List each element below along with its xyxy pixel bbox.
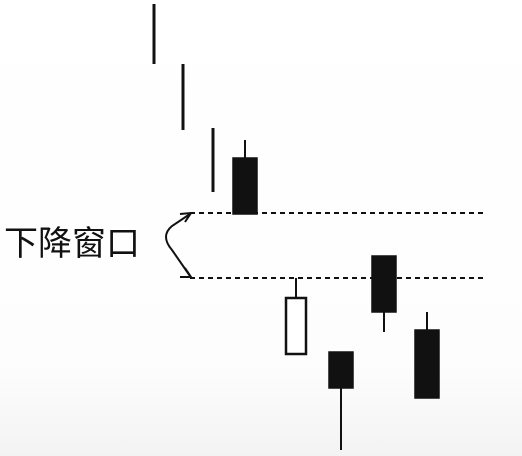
upper-arrow-head — [179, 211, 193, 223]
candle-5 — [284, 278, 308, 356]
falling-window-label: 下降窗口 — [4, 224, 140, 264]
candle-6 — [328, 351, 354, 450]
lower-arrow-head — [180, 267, 193, 278]
arrow-bracket — [165, 213, 191, 277]
candle-7 — [371, 255, 397, 332]
candle-4 — [232, 140, 258, 215]
candle-8 — [414, 312, 440, 399]
